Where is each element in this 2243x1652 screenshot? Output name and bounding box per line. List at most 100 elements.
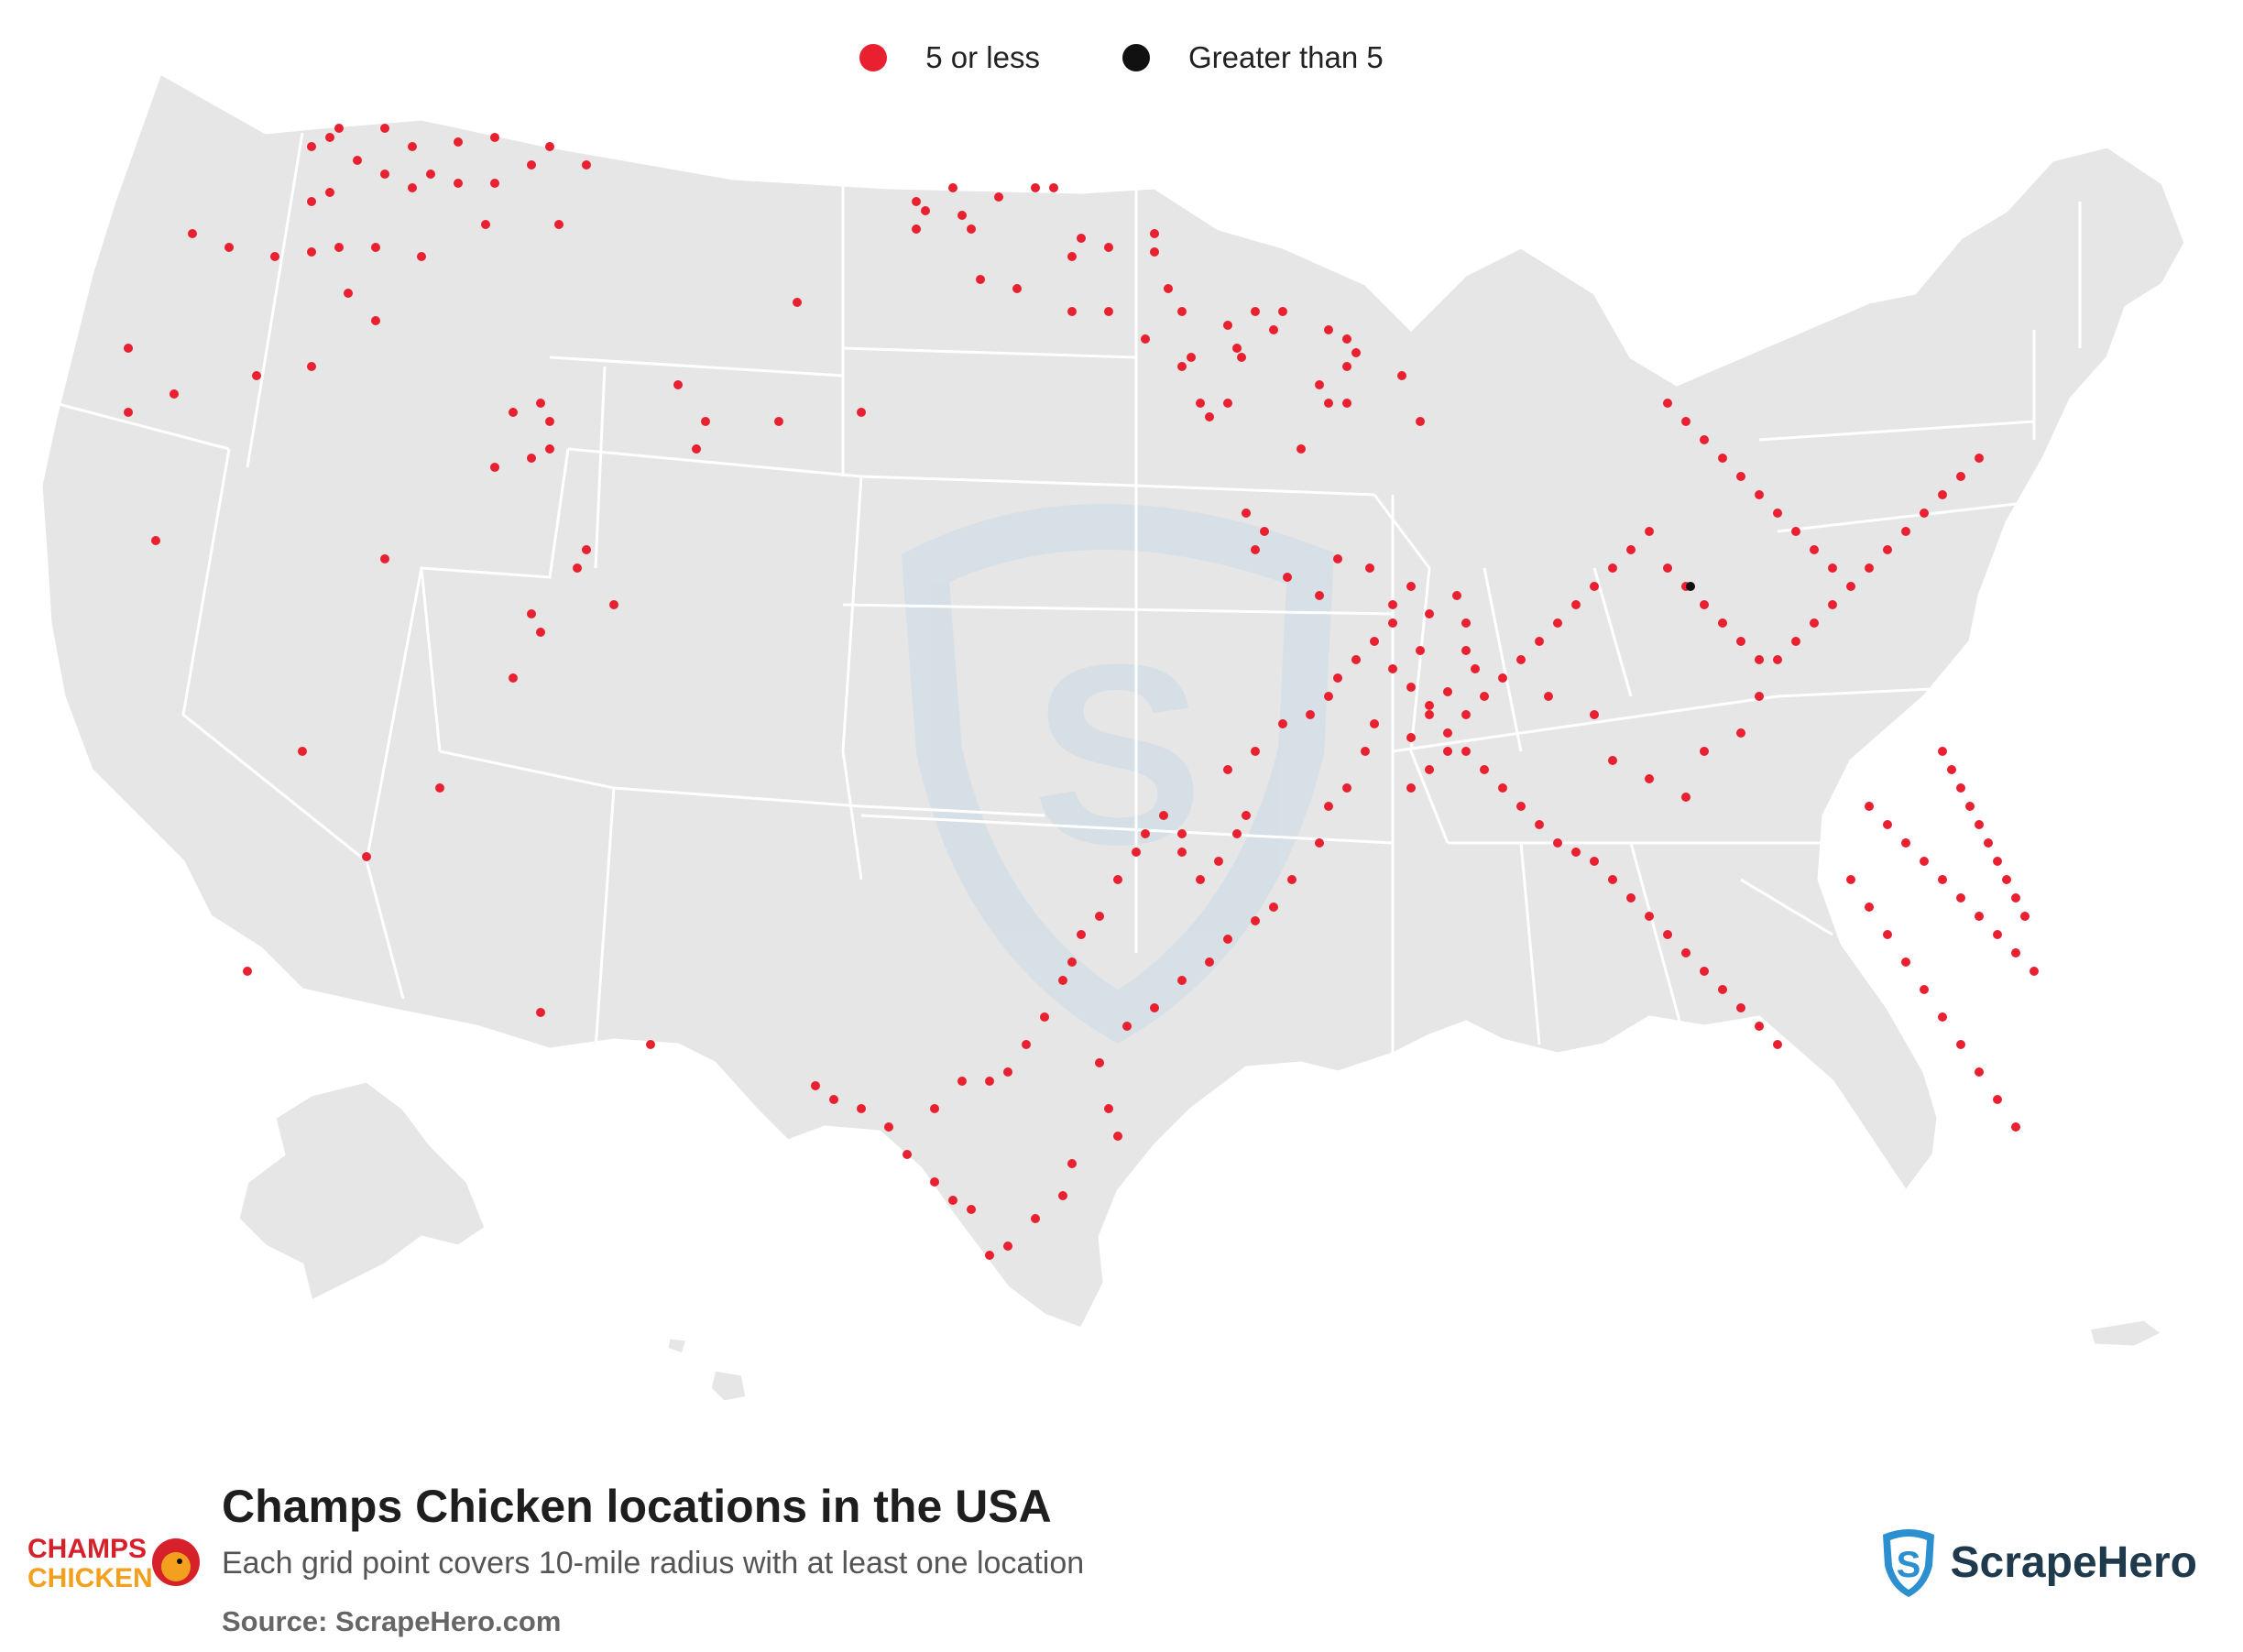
location-dot — [527, 609, 536, 618]
map-legend: 5 or less Greater than 5 — [0, 35, 2243, 81]
location-dot — [1700, 747, 1709, 756]
scrapehero-shield-icon: S — [1882, 1529, 1934, 1597]
location-dot — [1865, 903, 1874, 912]
location-dot — [124, 344, 133, 353]
border-line — [439, 749, 1045, 817]
location-dot — [1342, 362, 1351, 371]
legend-label-small: 5 or less — [925, 40, 1040, 74]
border-line — [1592, 567, 1633, 697]
location-dot — [1159, 811, 1168, 820]
location-dot — [1223, 399, 1232, 408]
scrapehero-brand: S ScrapeHero — [1879, 1526, 2197, 1599]
location-dot — [1067, 957, 1077, 967]
location-dot — [1361, 747, 1370, 756]
location-dot — [930, 1104, 939, 1113]
location-dot — [1700, 967, 1709, 976]
location-dot — [582, 160, 591, 170]
location-dot — [1608, 756, 1617, 765]
location-dot — [1324, 325, 1333, 334]
location-dot — [1003, 1242, 1012, 1251]
location-dot — [1810, 618, 1819, 628]
location-dot — [1333, 554, 1342, 563]
location-dot — [976, 275, 985, 284]
border-line — [842, 346, 1137, 359]
map-subtitle: Each grid point covers 10-mile radius wi… — [222, 1546, 1085, 1581]
location-dot — [2020, 912, 2030, 921]
location-dot — [1067, 1159, 1077, 1168]
location-dot — [490, 133, 499, 142]
location-dot — [774, 417, 783, 426]
location-dot — [609, 600, 618, 609]
location-dot — [1150, 229, 1159, 238]
location-dot — [417, 252, 426, 261]
legend-item-small: 5 or less — [859, 40, 1040, 75]
location-dot — [1416, 417, 1425, 426]
location-dot — [1791, 527, 1800, 536]
location-dot — [509, 408, 518, 417]
location-dot — [1608, 563, 1617, 573]
legend-label-large: Greater than 5 — [1187, 40, 1384, 74]
location-dot — [1223, 321, 1232, 330]
location-dot — [1846, 582, 1855, 591]
location-dot — [912, 224, 921, 234]
location-dot — [151, 536, 160, 545]
location-dot — [252, 371, 261, 380]
location-dot — [701, 417, 710, 426]
location-dot — [1251, 916, 1260, 925]
location-dot — [1736, 728, 1745, 738]
location-dot — [884, 1122, 893, 1132]
location-dot — [1223, 765, 1232, 774]
location-dot — [967, 224, 976, 234]
location-dot — [1965, 802, 1975, 811]
location-dot — [1425, 710, 1434, 719]
location-dot — [957, 211, 967, 220]
location-dot — [903, 1150, 912, 1159]
location-dot — [454, 137, 463, 147]
location-dot — [362, 852, 371, 861]
location-dot — [1553, 838, 1562, 848]
location-dot — [857, 1104, 866, 1113]
location-dot — [1480, 692, 1489, 701]
location-dot — [1452, 591, 1461, 600]
location-dot — [1269, 903, 1278, 912]
location-dot — [1975, 912, 1984, 921]
svg-text:CHAMPS: CHAMPS — [27, 1534, 147, 1564]
location-dot — [371, 316, 380, 325]
location-dot — [1461, 747, 1471, 756]
location-dot — [1232, 344, 1242, 353]
usa-map: S — [39, 71, 2187, 1404]
location-dot — [1315, 591, 1324, 600]
svg-text:CHICKEN: CHICKEN — [27, 1563, 153, 1593]
location-dot — [1205, 957, 1214, 967]
location-dot — [380, 554, 389, 563]
watermark-letter: S — [1033, 612, 1204, 898]
location-dot — [1773, 1040, 1782, 1049]
location-dot — [1177, 848, 1187, 857]
location-dot — [536, 399, 545, 408]
location-dot — [1049, 183, 1058, 192]
location-dot — [1663, 399, 1672, 408]
location-dot — [1590, 582, 1599, 591]
location-dot — [1590, 857, 1599, 866]
location-dot — [1425, 609, 1434, 618]
location-dot — [1388, 618, 1397, 628]
location-dot — [1177, 976, 1187, 985]
location-dot — [1237, 353, 1246, 362]
location-dot — [985, 1077, 994, 1086]
location-dot — [1956, 893, 1965, 903]
location-dot — [2002, 875, 2011, 884]
border-line — [420, 567, 442, 752]
location-dot — [1150, 247, 1159, 257]
location-dot — [646, 1040, 655, 1049]
location-dot — [1535, 820, 1544, 829]
border-line — [594, 787, 616, 1050]
location-dot — [1993, 930, 2002, 939]
puerto-rico — [2087, 1318, 2165, 1349]
location-dot — [1544, 692, 1553, 701]
location-dot — [243, 967, 252, 976]
location-dot — [1058, 1191, 1067, 1200]
location-dot — [1956, 1040, 1965, 1049]
location-dot — [1406, 683, 1416, 692]
location-dot — [1242, 811, 1251, 820]
location-dot — [554, 220, 563, 229]
